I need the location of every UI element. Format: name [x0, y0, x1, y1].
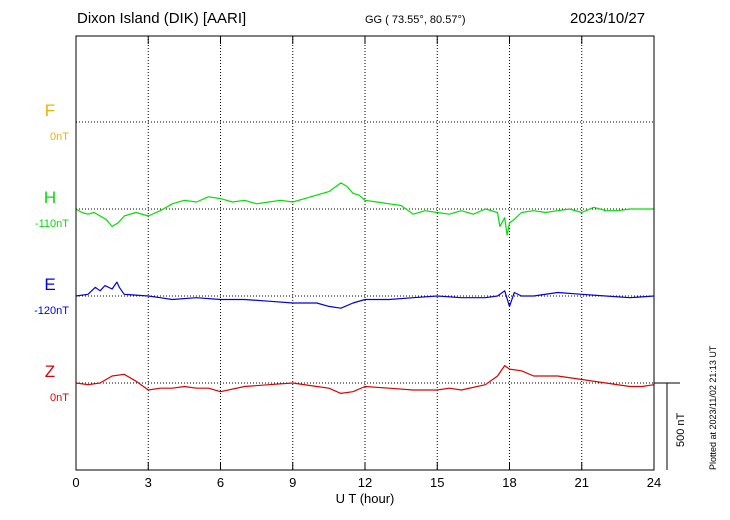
series-name-F: F	[45, 101, 55, 120]
series-line-H	[75, 182, 654, 236]
x-tick-label: 12	[358, 475, 372, 490]
x-tick-label: 6	[217, 475, 224, 490]
x-tick-label: 24	[647, 475, 661, 490]
series-name-E: E	[44, 275, 55, 294]
series-layer	[75, 182, 655, 394]
series-name-H: H	[44, 188, 56, 207]
component-labels: F 0nT H -110nT E -120nT Z 0nT	[34, 101, 69, 404]
series-name-Z: Z	[45, 362, 55, 381]
x-tick-label: 21	[575, 475, 589, 490]
station-title: Dixon Island (DIK) [AARI]	[77, 10, 247, 27]
x-tick-label: 9	[289, 475, 296, 490]
x-tick-label: 0	[72, 475, 79, 490]
series-line-E	[75, 281, 655, 309]
x-axis: 0 3 6 9 12 15 18 21 24 U T (hour)	[72, 36, 661, 506]
geographic-coordinates: GG ( 73.55°, 80.57°)	[365, 14, 466, 26]
scale-bar-label: 500 nT	[675, 412, 687, 447]
baseline-label-E: -120nT	[34, 305, 69, 317]
x-tick-label: 18	[502, 475, 516, 490]
plot-date: 2023/10/27	[570, 10, 646, 27]
x-axis-label: U T (hour)	[336, 491, 395, 506]
x-tick-label: 15	[430, 475, 444, 490]
baseline-label-Z: 0nT	[50, 392, 69, 404]
plotted-timestamp: Plotted at 2023/11/02 21:13 UT	[708, 345, 718, 470]
baseline-label-H: -110nT	[35, 218, 69, 230]
grid	[76, 36, 654, 470]
x-tick-label: 3	[145, 475, 152, 490]
baseline-label-F: 0nT	[50, 131, 69, 143]
series-line-Z	[75, 365, 655, 394]
scale-bar: 500 nT	[654, 382, 687, 470]
